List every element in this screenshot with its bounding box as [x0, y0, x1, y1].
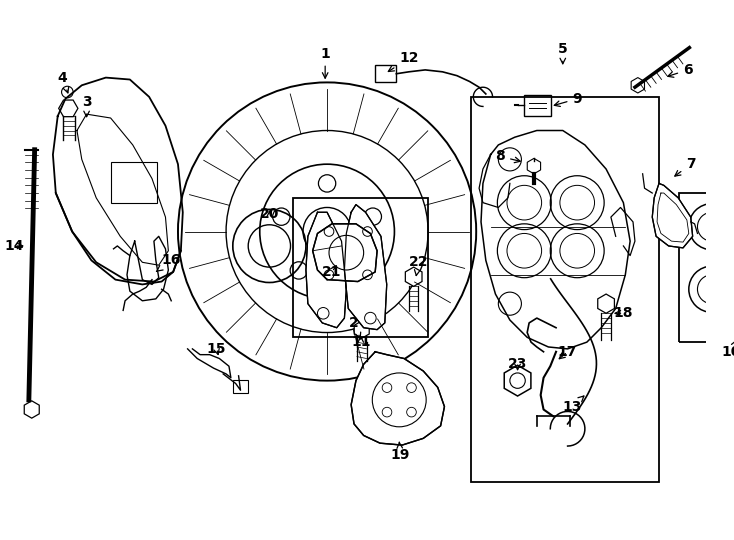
Text: 9: 9: [554, 92, 582, 106]
Text: 19: 19: [390, 442, 410, 462]
Text: 7: 7: [675, 157, 696, 176]
Bar: [233, 380, 248, 393]
Bar: [111, 162, 157, 202]
Text: 12: 12: [388, 51, 418, 71]
Bar: [294, 198, 428, 338]
Text: 17: 17: [558, 345, 577, 359]
Text: 22: 22: [409, 255, 428, 275]
Text: 4: 4: [58, 71, 69, 93]
Polygon shape: [306, 212, 346, 328]
Polygon shape: [313, 224, 377, 281]
Text: 6: 6: [668, 63, 693, 77]
Bar: [524, 95, 551, 116]
Text: 23: 23: [508, 357, 527, 372]
Text: 5: 5: [558, 42, 567, 64]
Text: 15: 15: [207, 342, 226, 356]
Text: 16: 16: [156, 253, 181, 272]
Polygon shape: [351, 352, 445, 445]
Text: 14: 14: [4, 239, 24, 253]
Text: 10: 10: [722, 340, 734, 359]
Text: 21: 21: [322, 265, 341, 279]
Text: 1: 1: [320, 46, 330, 78]
Text: 20: 20: [260, 207, 279, 221]
Bar: [471, 97, 659, 482]
Text: 13: 13: [563, 396, 584, 414]
Bar: [375, 65, 396, 83]
Bar: [679, 193, 734, 342]
Text: 3: 3: [81, 94, 92, 117]
Text: 11: 11: [351, 335, 371, 349]
Polygon shape: [653, 184, 693, 248]
Polygon shape: [344, 205, 387, 329]
Text: 18: 18: [614, 306, 633, 320]
Text: 2: 2: [349, 316, 360, 338]
Text: 8: 8: [495, 150, 520, 164]
